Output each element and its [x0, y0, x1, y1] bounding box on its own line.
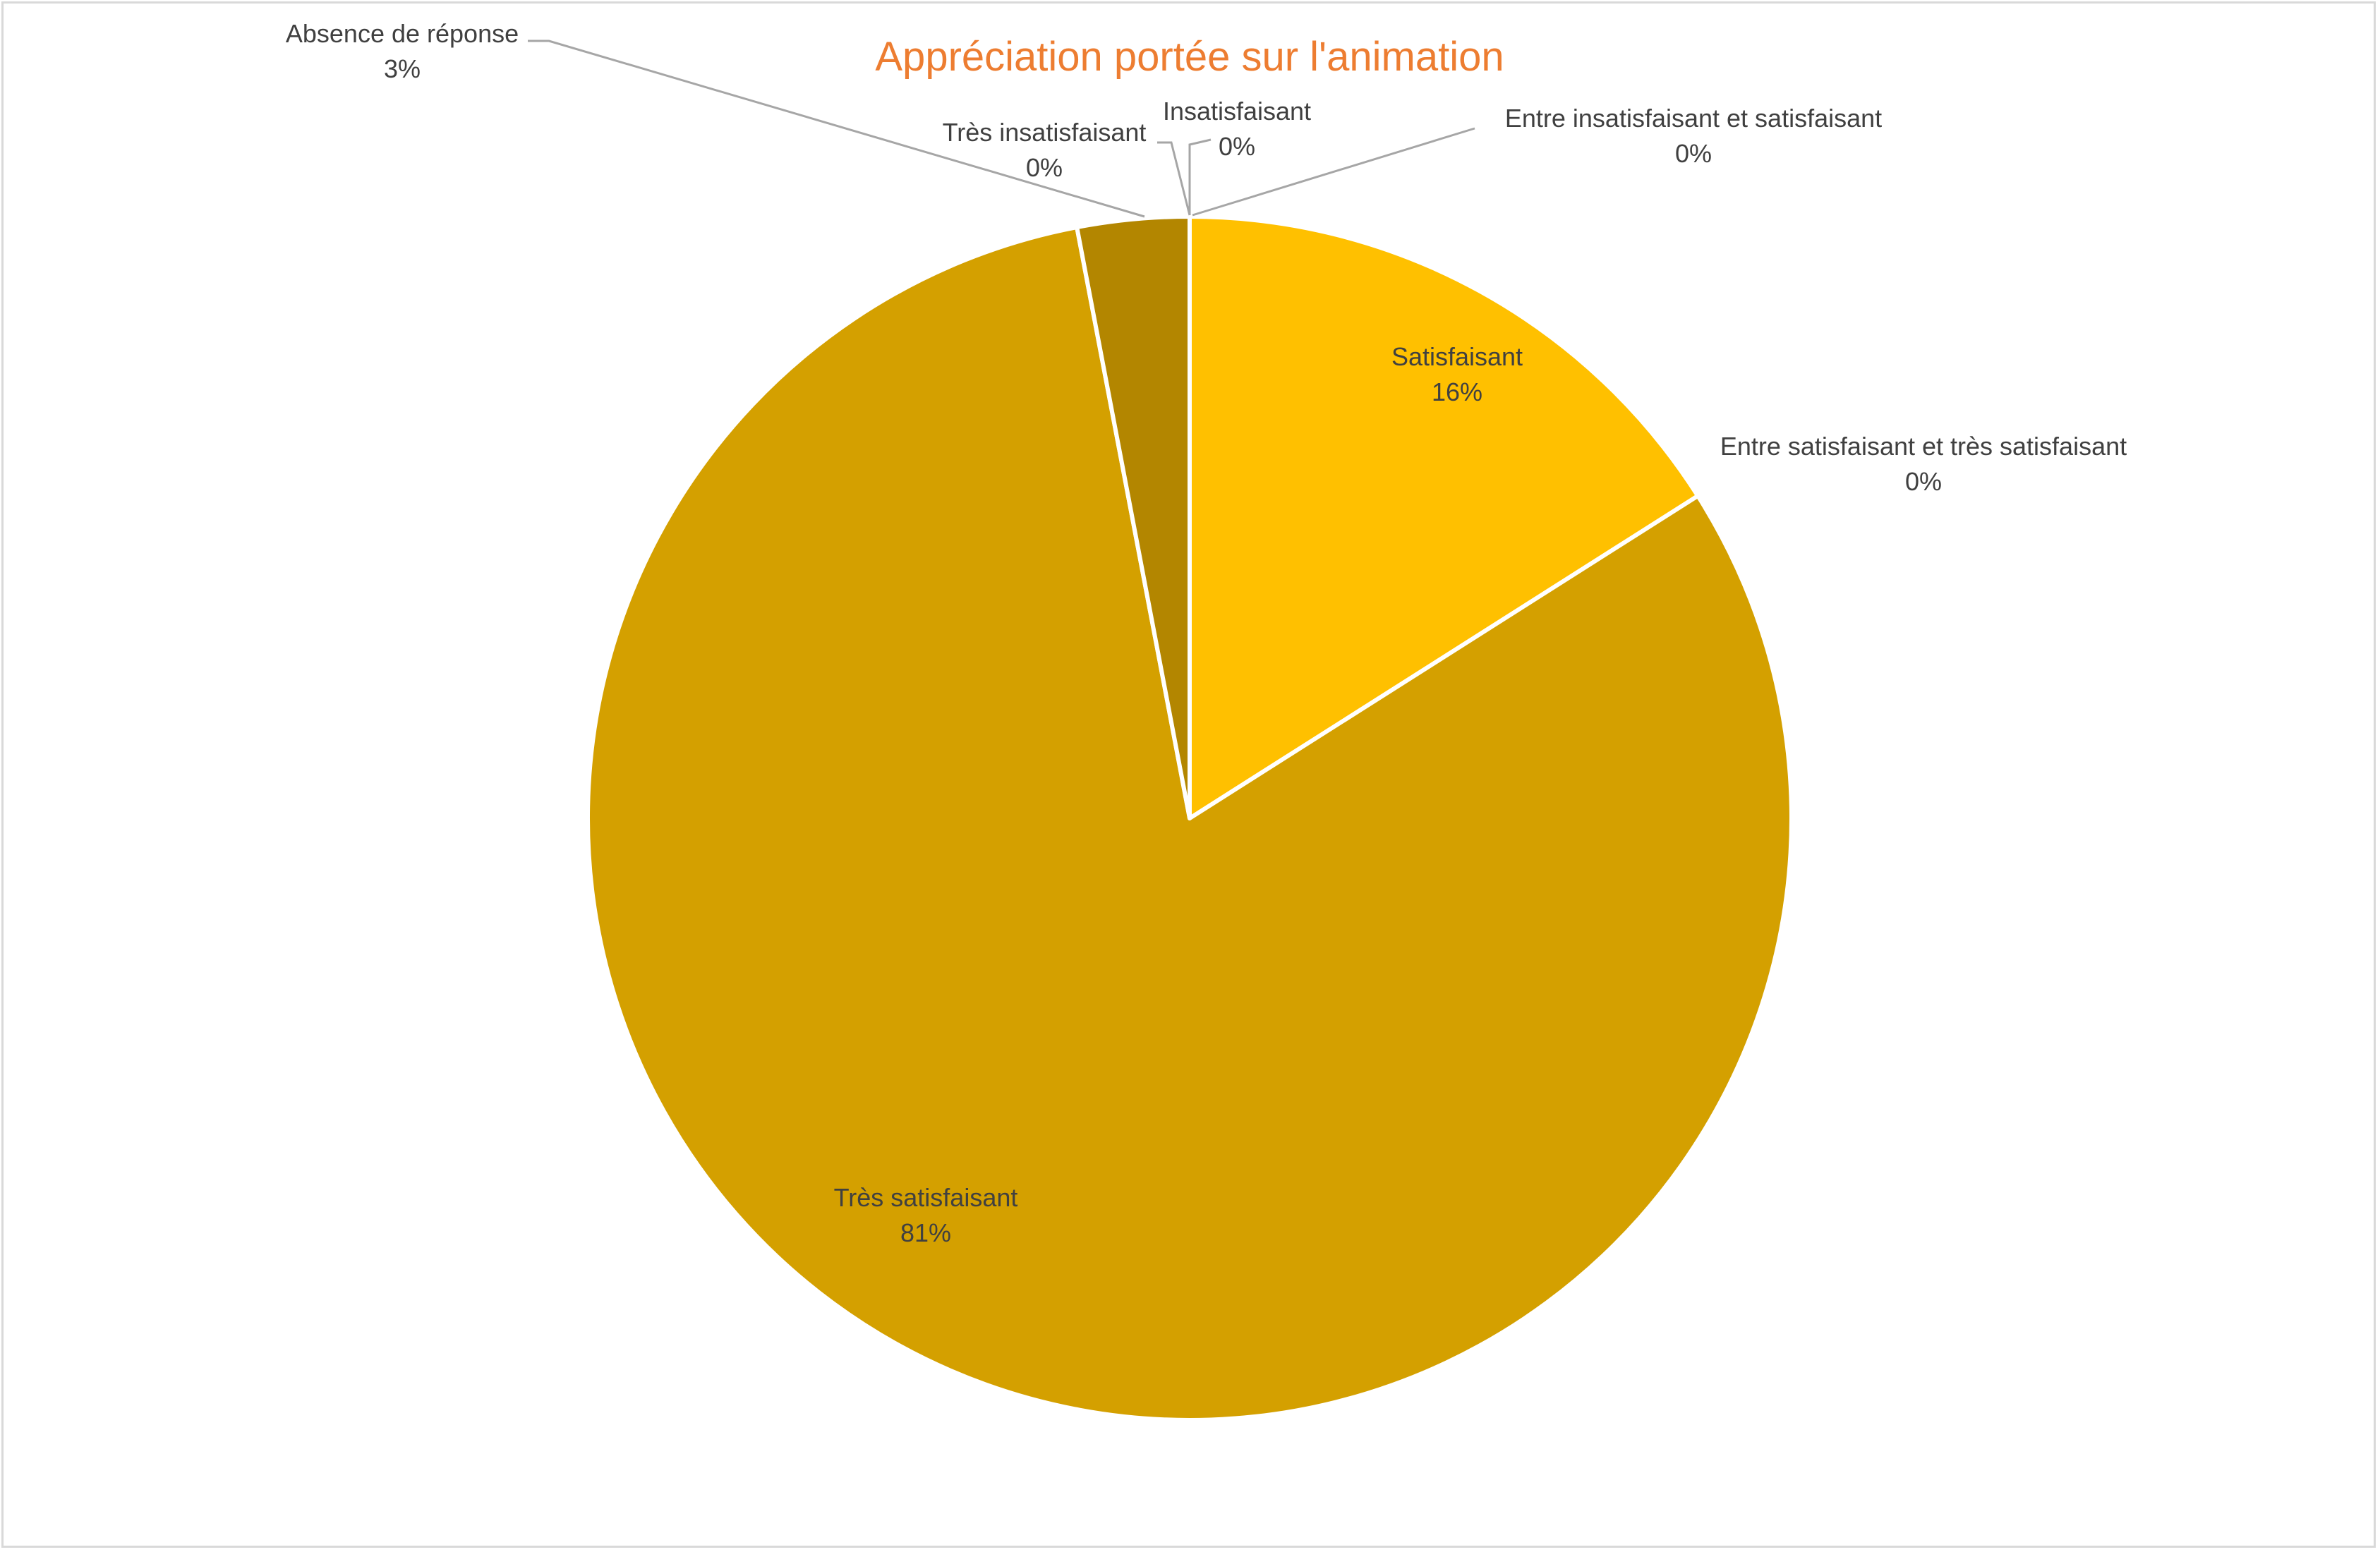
chart-title: Appréciation portée sur l'animation [875, 34, 1504, 80]
data-label-value-entre-insatisfaisant-et-satisfaisant: 0% [1675, 139, 1712, 168]
data-label-value-insatisfaisant: 0% [1219, 132, 1255, 161]
data-label-value-entre-satisfaisant-et-tres-satisfaisant: 0% [1905, 467, 1942, 496]
data-label-name-insatisfaisant: Insatisfaisant [1163, 97, 1311, 126]
data-label-name-satisfaisant: Satisfaisant [1391, 342, 1523, 371]
leader-line-insatisfaisant [1188, 138, 1212, 215]
data-label-name-entre-satisfaisant-et-tres-satisfaisant: Entre satisfaisant et très satisfaisant [1720, 432, 2127, 461]
data-label-value-satisfaisant: 16% [1432, 377, 1482, 406]
data-label-value-tres-insatisfaisant: 0% [1026, 153, 1063, 182]
data-label-value-absence-de-reponse: 3% [384, 54, 421, 83]
slice-tres-satisfaisant [586, 225, 1794, 1422]
slice-absence-de-reponse [1075, 214, 1192, 820]
leader-line-entre-insatisfaisant-et-satisfaisant [1192, 127, 1475, 217]
data-label-name-entre-insatisfaisant-et-satisfaisant: Entre insatisfaisant et satisfaisant [1505, 104, 1882, 133]
data-label-name-tres-satisfaisant: Très satisfaisant [834, 1183, 1018, 1212]
slice-satisfaisant [1188, 214, 1701, 820]
leader-line-tres-insatisfaisant [1157, 141, 1191, 216]
data-label-value-tres-satisfaisant: 81% [900, 1218, 951, 1247]
data-label-name-tres-insatisfaisant: Très insatisfaisant [943, 118, 1147, 147]
leader-line-absence-de-reponse [528, 40, 1145, 218]
data-label-name-absence-de-reponse: Absence de réponse [286, 19, 519, 48]
